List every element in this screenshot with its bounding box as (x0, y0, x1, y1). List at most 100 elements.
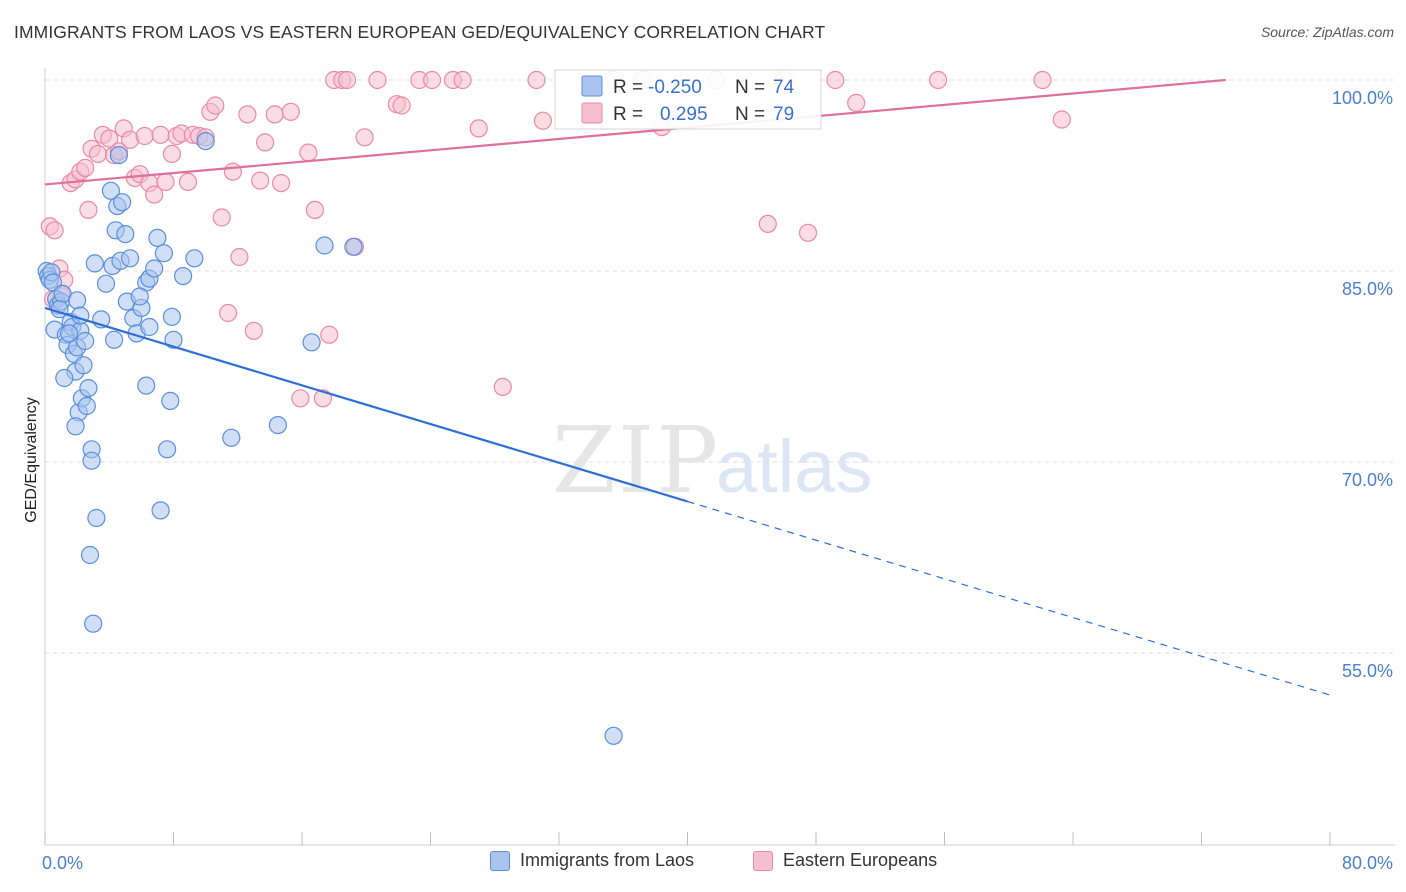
axes (44, 68, 1395, 846)
chart-title: IMMIGRANTS FROM LAOS VS EASTERN EUROPEAN… (14, 22, 826, 42)
eastern-point-75 (1052, 110, 1071, 129)
laos-point-29 (80, 545, 100, 565)
legend-swatch-laos-bottom (490, 850, 510, 871)
laos-point-36 (116, 225, 135, 244)
laos-point-60 (315, 236, 334, 255)
laos-point-64 (67, 291, 87, 310)
laos-trend-extension (687, 500, 1331, 696)
legend-r-label-1: R = (613, 77, 643, 98)
eastern-point-22 (156, 172, 175, 191)
legend-item-laos: Immigrants from Laos (490, 850, 694, 871)
laos-point-73 (174, 267, 193, 286)
x-tick-label-0: 0.0% (42, 853, 83, 873)
eastern-point-61 (493, 377, 512, 396)
source-credit: Source: ZipAtlas.com (1260, 24, 1394, 40)
laos-point-59 (302, 333, 321, 352)
laos-point-28 (87, 508, 106, 528)
eastern-point-45 (305, 200, 324, 219)
eastern-point-31 (206, 96, 225, 115)
legend-swatch-eastern (581, 102, 603, 124)
legend-r-label-2: R = (613, 104, 643, 125)
y-tick-label-3: 55.0% (1342, 661, 1393, 681)
eastern-point-7 (76, 158, 95, 177)
x-tick-labels: 0.0% 80.0% (42, 853, 1393, 873)
laos-point-69 (59, 324, 79, 343)
laos-point-61 (344, 237, 363, 256)
legend-swatch-laos (581, 75, 603, 97)
x-tick-label-1: 80.0% (1342, 853, 1393, 873)
y-axis-label: GED/Equivalency (23, 397, 40, 522)
eastern-point-39 (256, 133, 275, 152)
laos-point-55 (185, 249, 204, 268)
laos-point-32 (109, 146, 129, 165)
laos-point-25 (66, 417, 85, 436)
legend-r-value-1: -0.250 (648, 77, 702, 98)
eastern-point-53 (368, 70, 387, 90)
eastern-point-71 (826, 70, 845, 90)
laos-point-56 (196, 132, 215, 151)
eastern-point-20 (145, 185, 164, 204)
laos-point-48 (154, 244, 173, 263)
eastern-point-21 (151, 125, 170, 144)
laos-point-70 (130, 287, 149, 306)
eastern-point-40 (265, 105, 284, 124)
laos-point-63 (604, 726, 623, 745)
laos-point-51 (164, 330, 183, 349)
legend-swatch-eastern-bottom (753, 850, 773, 871)
eastern-point-63 (533, 111, 553, 130)
legend-n-label-2: N = (735, 104, 765, 125)
laos-point-19 (76, 331, 95, 351)
laos-point-20 (55, 368, 74, 388)
eastern-point-1 (45, 221, 64, 240)
laos-trend-line (44, 306, 688, 503)
laos-point-34 (112, 193, 132, 212)
y-tick-label-0: 100.0% (1332, 88, 1393, 108)
trend-lines (44, 78, 1331, 696)
legend-label-eastern: Eastern Europeans (783, 850, 938, 870)
eastern-point-34 (223, 162, 242, 181)
laos-point-23 (77, 396, 96, 416)
laos-point-50 (162, 307, 181, 326)
y-tick-labels: 100.0% 85.0% 70.0% 55.0% (1332, 88, 1393, 681)
eastern-point-11 (100, 129, 119, 148)
legend-n-value-2: 79 (773, 104, 794, 125)
eastern-point-60 (469, 119, 488, 138)
legend-n-label-1: N = (735, 77, 765, 98)
laos-point-62 (151, 501, 170, 520)
eastern-trend-line (44, 78, 1226, 186)
series-legend: Immigrants from Laos Eastern Europeans (0, 850, 1406, 880)
eastern-point-26 (178, 172, 198, 191)
eastern-point-72 (847, 93, 866, 113)
laos-point-53 (161, 391, 180, 410)
eastern-point-35 (230, 247, 249, 267)
laos-point-49 (140, 317, 159, 337)
laos-point-30 (84, 614, 103, 633)
laos-point-52 (137, 376, 156, 395)
eastern-point-43 (291, 389, 310, 408)
stats-legend: R = -0.250 N = 74 R = 0.295 N = 79 (554, 69, 822, 130)
laos-point-47 (148, 228, 167, 247)
watermark-atlas: atlas (716, 425, 872, 508)
eastern-point-68 (758, 214, 777, 233)
eastern-point-50 (337, 70, 357, 90)
laos-point-67 (96, 274, 116, 293)
legend-label-laos: Immigrants from Laos (520, 850, 695, 870)
laos-point-72 (71, 306, 90, 325)
laos-point-66 (104, 330, 124, 349)
laos-point-58 (268, 416, 287, 435)
eastern-point-78 (79, 200, 98, 219)
eastern-point-41 (272, 174, 291, 193)
laos-point-24 (79, 379, 98, 398)
eastern-point-36 (238, 105, 257, 124)
eastern-point-44 (299, 143, 318, 162)
laos-point-71 (85, 254, 104, 273)
laos-point-27 (82, 451, 101, 470)
legend-item-eastern: Eastern Europeans (753, 850, 937, 871)
eastern-point-74 (1033, 70, 1052, 90)
legend-n-value-1: 74 (773, 77, 795, 98)
laos-point-46 (145, 259, 164, 278)
eastern-point-42 (281, 102, 300, 121)
eastern-point-52 (355, 128, 374, 147)
laos-point-54 (158, 440, 177, 459)
